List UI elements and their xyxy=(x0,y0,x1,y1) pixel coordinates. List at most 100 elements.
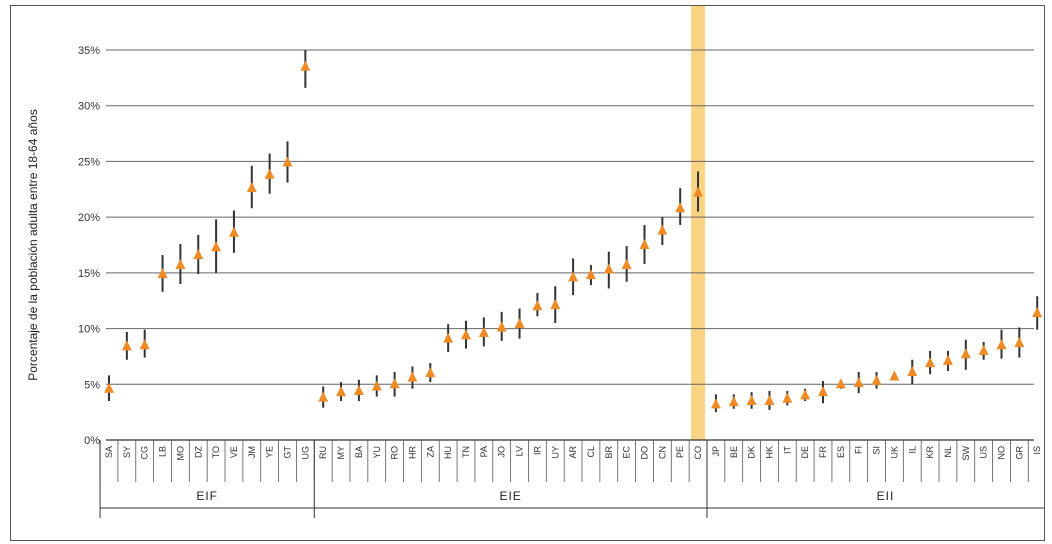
data-point xyxy=(104,382,114,393)
data-point xyxy=(514,318,525,329)
category-label: JO xyxy=(497,446,507,458)
y-tick-label: 25% xyxy=(78,156,100,168)
data-point xyxy=(585,269,596,280)
data-point xyxy=(693,186,704,197)
category-label: HU xyxy=(443,446,453,459)
category-label: UG xyxy=(300,446,310,460)
category-label: ZA xyxy=(425,446,435,458)
data-point xyxy=(496,321,507,332)
category-label: HK xyxy=(764,446,774,459)
category-label: CN xyxy=(657,446,667,459)
category-label: LB xyxy=(158,446,168,457)
chart-plot: 0% 5% 10% 15% 20% 25% 30% 35% SA SY CG LB MO DZ TO VE J… xyxy=(26,6,1044,518)
data-point xyxy=(782,392,793,403)
category-label: GR xyxy=(1014,445,1024,459)
data-point xyxy=(1032,306,1043,317)
data-point xyxy=(389,378,400,389)
category-label: US xyxy=(979,446,989,459)
data-point xyxy=(621,259,632,270)
data-point xyxy=(835,378,846,389)
data-point xyxy=(728,396,739,407)
data-point xyxy=(639,239,650,249)
category-label: BA xyxy=(354,446,364,458)
category-label: GT xyxy=(283,445,293,458)
data-point xyxy=(907,366,918,377)
category-label: UK xyxy=(889,446,899,459)
data-point xyxy=(996,339,1007,350)
data-point xyxy=(425,367,436,378)
data-point xyxy=(193,249,204,260)
data-point xyxy=(228,226,239,237)
data-point xyxy=(300,60,311,71)
y-tick-label: 0% xyxy=(84,435,100,447)
data-point xyxy=(318,391,329,402)
category-label: DE xyxy=(800,446,810,459)
data-point xyxy=(353,384,364,395)
data-point xyxy=(264,168,275,179)
category-label: PE xyxy=(675,446,685,458)
y-tick-label: 20% xyxy=(78,212,100,224)
category-label: TO xyxy=(211,446,221,458)
category-label: IT xyxy=(782,445,792,454)
data-point xyxy=(175,259,186,270)
category-label: SY xyxy=(122,446,132,458)
data-point xyxy=(407,371,418,382)
data-point xyxy=(657,224,668,235)
data-point xyxy=(889,370,900,381)
data-point xyxy=(675,202,686,213)
category-label: IL xyxy=(907,446,917,454)
y-tick-label: 15% xyxy=(78,268,100,280)
data-point xyxy=(746,395,757,405)
category-label: UY xyxy=(550,446,560,459)
category-label: CL xyxy=(586,446,596,458)
category-label: MO xyxy=(175,446,185,461)
category-label: MY xyxy=(336,446,346,460)
category-label: EC xyxy=(622,446,632,459)
category-label: BR xyxy=(604,446,614,459)
data-point xyxy=(443,332,454,343)
data-point xyxy=(139,339,150,350)
y-tick-label: 35% xyxy=(78,45,100,57)
data-point xyxy=(818,386,828,397)
data-point xyxy=(157,267,168,278)
data-point xyxy=(800,389,811,400)
category-label: RU xyxy=(318,446,328,459)
category-label: YE xyxy=(265,446,275,458)
y-tick-label: 30% xyxy=(78,101,100,113)
group-label: EII xyxy=(877,489,895,503)
data-point xyxy=(478,327,489,338)
data-point xyxy=(942,354,953,365)
data-point xyxy=(925,357,936,368)
category-label: IR xyxy=(532,445,542,455)
data-point xyxy=(764,395,775,405)
y-axis-title: Porcentaje de la población adulta entre … xyxy=(26,109,40,381)
category-label: VE xyxy=(229,446,239,458)
data-point xyxy=(568,271,579,282)
category-label: BE xyxy=(729,446,739,458)
category-label: KR xyxy=(925,446,935,459)
data-point xyxy=(211,241,222,252)
category-label: YU xyxy=(372,446,382,459)
category-label: CG xyxy=(140,446,150,460)
data-point xyxy=(710,398,721,409)
data-point xyxy=(532,300,543,311)
category-label: DO xyxy=(640,446,650,460)
highlight-band xyxy=(691,6,706,440)
category-label: ES xyxy=(836,446,846,458)
data-point xyxy=(603,263,614,274)
data-point xyxy=(336,386,347,397)
y-tick-label: 5% xyxy=(84,379,100,391)
category-label: SW xyxy=(961,445,971,460)
data-point xyxy=(246,182,257,193)
category-label: JM xyxy=(247,446,257,458)
chart-frame: 0% 5% 10% 15% 20% 25% 30% 35% SA SY CG LB MO DZ TO VE J… xyxy=(10,5,1045,541)
data-point xyxy=(121,340,132,351)
category-label: AR xyxy=(568,446,578,459)
category-label: LV xyxy=(515,446,525,456)
data-point xyxy=(461,329,471,340)
data-point xyxy=(371,380,382,391)
data-point xyxy=(550,299,561,310)
category-label: HR xyxy=(407,446,417,459)
category-label: JP xyxy=(711,446,721,457)
category-label: FI xyxy=(854,446,864,454)
